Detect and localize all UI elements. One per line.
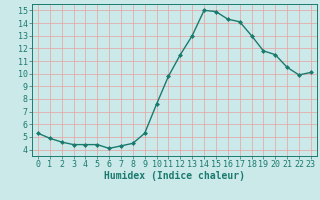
- X-axis label: Humidex (Indice chaleur): Humidex (Indice chaleur): [104, 171, 245, 181]
